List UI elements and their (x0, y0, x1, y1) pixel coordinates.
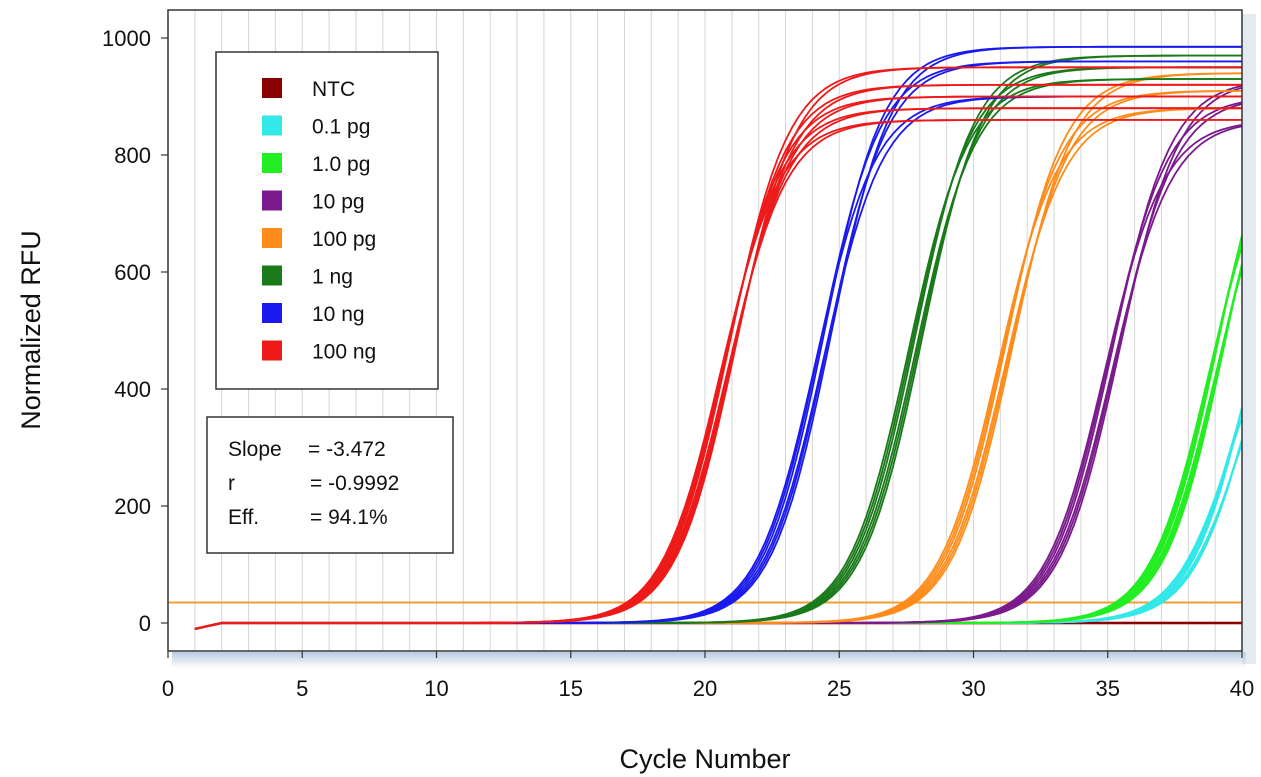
stats-box-frame (206, 416, 454, 554)
y-tick-label: 600 (114, 260, 151, 285)
plot-shadow-right (1242, 14, 1256, 664)
stats-box: Slope = -3.472 r = -0.9992 Eff. = 94.1% (206, 416, 454, 554)
series-line-100-ng (194, 66, 1242, 630)
y-tick-label: 800 (114, 143, 151, 168)
legend-label: 10 ng (312, 303, 365, 326)
y-tick-label: 0 (139, 611, 151, 636)
stats-eff-value: = 94.1% (310, 506, 388, 529)
legend-swatch (262, 303, 282, 323)
y-axis-title: Normalized RFU (16, 230, 46, 430)
stats-r-label: r (228, 472, 235, 495)
legend-box (215, 51, 439, 390)
x-tick-label: 0 (162, 676, 174, 701)
x-tick-label: 20 (693, 676, 717, 701)
legend-swatch (262, 78, 282, 98)
legend-swatch (262, 153, 282, 173)
y-tick-label: 1000 (102, 26, 151, 51)
x-tick-label: 40 (1230, 676, 1254, 701)
stats-eff-label: Eff. (228, 506, 259, 529)
legend-label: 0.1 pg (312, 116, 370, 139)
legend-swatch (262, 228, 282, 248)
legend-label: 100 pg (312, 228, 376, 251)
y-tick-label: 400 (114, 377, 151, 402)
legend-swatch (262, 265, 282, 286)
legend-label: 1 ng (312, 266, 353, 289)
stats-r-value: = -0.9992 (310, 472, 399, 495)
legend-label: 10 pg (312, 191, 365, 214)
x-tick-label: 35 (1096, 676, 1120, 701)
x-tick-label: 15 (559, 676, 583, 701)
legend-swatch (262, 115, 282, 136)
plot-shadow-bottom (172, 652, 1246, 668)
y-tick-label: 200 (114, 494, 151, 519)
x-tick-label: 25 (827, 676, 851, 701)
legend-label: 1.0 pg (312, 153, 370, 176)
legend-swatch (262, 340, 282, 361)
legend-label: NTC (312, 78, 355, 101)
stats-slope-value: = -3.472 (308, 438, 386, 461)
legend-swatch (262, 190, 282, 211)
x-tick-label: 30 (961, 676, 985, 701)
legend-label: 100 ng (312, 341, 376, 364)
x-tick-label: 10 (424, 676, 448, 701)
x-tick-label: 5 (296, 676, 308, 701)
legend: NTC 0.1 pg 1.0 pg 10 pg 100 pg 1 ng 10 ng 100 n… (215, 51, 439, 390)
stats-slope-label: Slope (228, 438, 282, 461)
amplification-curves (194, 45, 1242, 630)
x-axis-title: Cycle Number (619, 744, 790, 774)
